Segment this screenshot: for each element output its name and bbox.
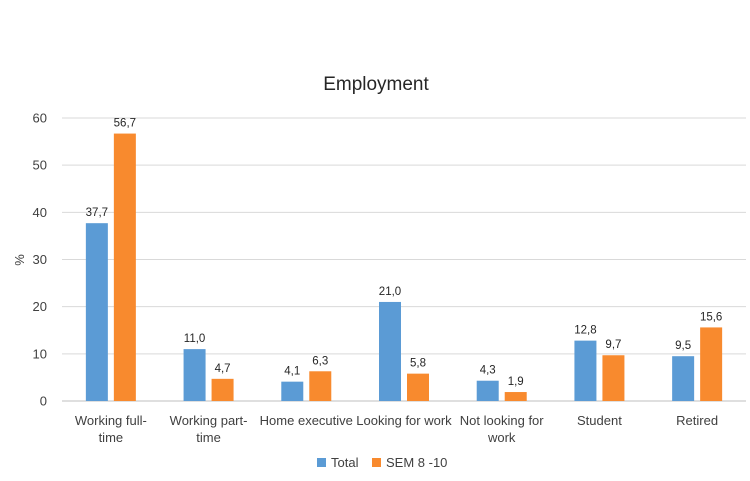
- x-category-label: Not looking for: [460, 413, 544, 428]
- legend-swatch-sem: [372, 458, 381, 467]
- bar-sem-6: [700, 327, 723, 401]
- bar-series: [85, 133, 723, 401]
- data-labels: 37,7 56,7 11,0 4,7 4,1 6,3 21,0 5,8 4,3 1,9 12,8 9,…: [86, 118, 723, 388]
- data-label: 12,8: [574, 325, 596, 337]
- bar-total-3: [379, 301, 401, 401]
- bar-total-0: [85, 223, 108, 401]
- y-axis-title: %: [12, 254, 27, 266]
- data-label: 15,6: [700, 311, 722, 323]
- y-tick-label: 50: [33, 158, 47, 173]
- x-axis-categories: Working full-time Working part-time Home e…: [75, 413, 718, 445]
- gridlines: [62, 117, 746, 402]
- legend-label-sem: SEM 8 -10: [386, 455, 447, 470]
- bar-total-4: [476, 380, 499, 401]
- bar-sem-1: [211, 378, 234, 401]
- data-label: 1,9: [508, 376, 524, 388]
- x-category-label: Student: [577, 413, 622, 428]
- data-label: 4,7: [215, 363, 231, 375]
- x-category-label: Looking for work: [356, 413, 452, 428]
- y-tick-label: 20: [33, 299, 47, 314]
- y-tick-label: 40: [33, 205, 47, 220]
- x-category-label: time: [99, 430, 124, 445]
- legend: Total SEM 8 -10: [317, 455, 447, 470]
- data-label: 9,5: [675, 340, 691, 352]
- x-category-label: Working full-: [75, 413, 147, 428]
- data-label: 9,7: [605, 339, 621, 351]
- x-category-label: Home executive: [260, 413, 353, 428]
- y-tick-label: 30: [33, 252, 47, 267]
- bar-sem-0: [113, 133, 136, 401]
- y-tick-label: 0: [40, 394, 47, 409]
- data-label: 37,7: [86, 207, 108, 219]
- chart-title: Employment: [323, 74, 429, 95]
- bar-sem-2: [309, 371, 332, 401]
- x-category-label: work: [487, 430, 516, 445]
- y-tick-label: 60: [33, 111, 47, 126]
- x-category-label: Retired: [676, 413, 718, 428]
- x-category-label: Working part-: [170, 413, 248, 428]
- data-label: 11,0: [184, 333, 206, 345]
- data-label: 6,3: [312, 355, 328, 367]
- data-label: 5,8: [410, 358, 426, 370]
- data-label: 21,0: [379, 286, 401, 298]
- bar-sem-3: [407, 373, 429, 401]
- data-label: 4,1: [284, 366, 300, 378]
- legend-swatch-total: [317, 458, 326, 467]
- bar-sem-4: [504, 392, 527, 401]
- legend-label-total: Total: [331, 455, 359, 470]
- bar-total-2: [281, 381, 304, 401]
- bar-sem-5: [602, 355, 625, 401]
- data-label: 4,3: [480, 365, 496, 377]
- y-axis-ticks: 0 10 20 30 40 50 60: [33, 111, 47, 409]
- bar-total-6: [672, 356, 695, 401]
- data-label: 56,7: [114, 118, 136, 130]
- bar-total-5: [574, 340, 597, 401]
- x-category-label: time: [196, 430, 221, 445]
- bar-total-1: [183, 349, 206, 401]
- y-tick-label: 10: [33, 346, 47, 361]
